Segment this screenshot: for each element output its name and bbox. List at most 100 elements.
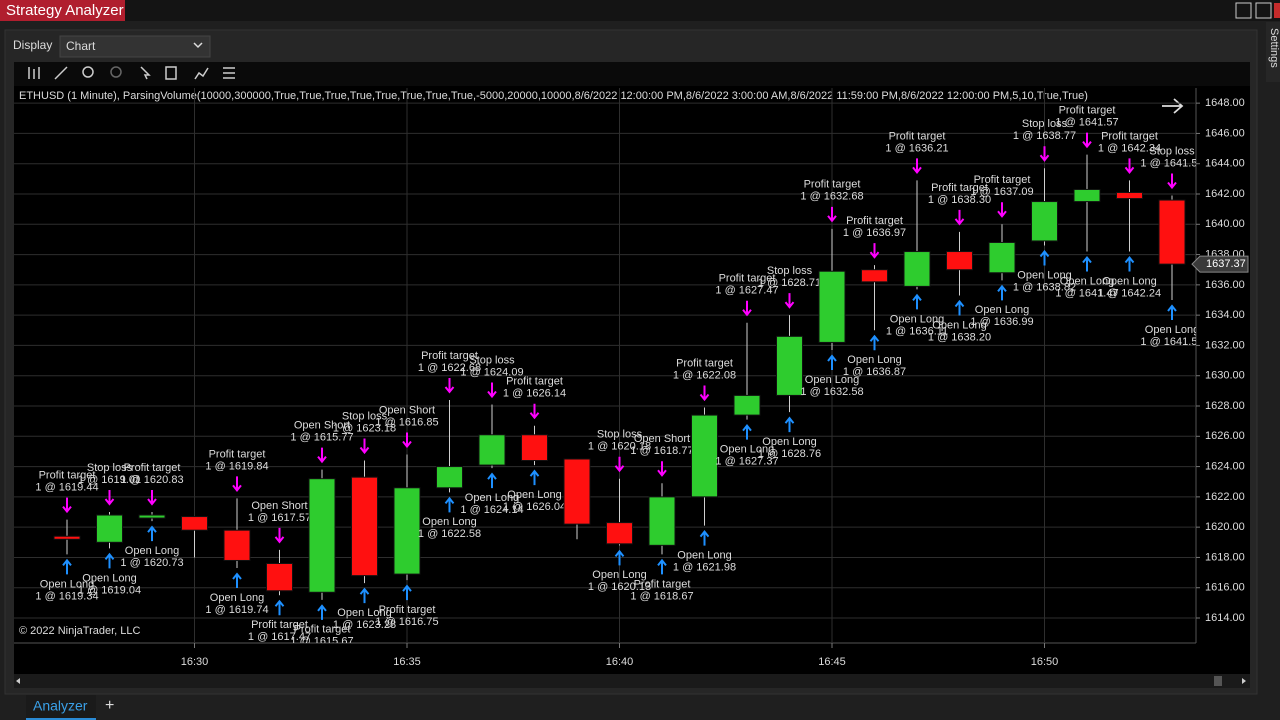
signal-arrow-down (62, 497, 72, 514)
signal-label: 1 @ 1626.14 (503, 388, 566, 400)
signal-label: Open Long (465, 492, 519, 504)
candle-body (1073, 188, 1101, 203)
signal-label: 1 @ 1615.67 (290, 636, 353, 648)
signal-arrow-up (274, 599, 285, 616)
signal-label: 1 @ 1627.47 (715, 285, 778, 297)
signal-label: 1 @ 1618.77 (630, 445, 693, 457)
signal-label: 1 @ 1617.57 (248, 512, 311, 524)
signal-label: Profit target (1101, 130, 1158, 142)
candle-body (733, 394, 761, 416)
navigate-arrow[interactable] (1162, 98, 1184, 114)
signal-arrow-down (954, 209, 965, 226)
signal-label: Profit target (804, 179, 861, 191)
signal-label: Stop loss (597, 429, 643, 441)
scrollbar[interactable] (14, 674, 1250, 688)
candle-body (478, 434, 506, 466)
signal-arrow-up (232, 572, 242, 589)
signal-label: 1 @ 1616.75 (375, 616, 438, 628)
signal-label: Open Long (507, 489, 561, 501)
side-tab[interactable] (1266, 22, 1280, 82)
candle-body (691, 414, 718, 498)
signal-label: Open Long (762, 436, 816, 448)
signal-label: 1 @ 1641.52 (1140, 157, 1203, 169)
window-title: Strategy Analyzer (6, 2, 124, 19)
signal-label: 1 @ 1636.11 (886, 325, 948, 337)
signal-arrow-up (827, 354, 837, 370)
scroll-thumb[interactable] (1214, 676, 1222, 686)
y-tick-label: 1642.00 (1205, 188, 1245, 200)
y-tick-label: 1648.00 (1205, 97, 1245, 109)
signal-label: Profit target (506, 376, 563, 388)
signal-label: Open Long (932, 319, 986, 331)
candle-body (521, 434, 548, 462)
signal-label: Open Long (890, 313, 944, 325)
signal-arrow-up (487, 472, 497, 489)
y-tick-label: 1640.00 (1205, 218, 1245, 230)
signal-label: Open Long (337, 607, 391, 619)
signal-arrow-down (742, 300, 752, 317)
signal-label: 1 @ 1641.57 (1140, 336, 1203, 348)
signal-label: 1 @ 1619.44 (35, 481, 98, 493)
signal-arrow-down (529, 403, 540, 420)
signal-label: 1 @ 1638.82 (1013, 281, 1076, 293)
signal-label: 1 @ 1624.14 (460, 504, 523, 516)
toolbar-icons[interactable] (28, 66, 235, 80)
signal-label: Open Long (422, 516, 476, 528)
signal-arrow-down (1167, 173, 1177, 190)
minimize-button[interactable] (1235, 2, 1252, 19)
close-button[interactable] (1274, 3, 1280, 18)
signal-arrow-up (657, 558, 667, 575)
signal-label: 1 @ 1617.47 (248, 631, 311, 643)
signal-label: Open Long (592, 569, 646, 581)
signal-label: Stop loss (767, 265, 813, 277)
y-tick-label: 1624.00 (1205, 460, 1245, 472)
select-chevron (193, 42, 203, 49)
signal-label: Profit target (379, 604, 436, 616)
x-tick-label: 16:35 (393, 656, 421, 668)
maximize-button[interactable] (1255, 2, 1272, 19)
signal-arrow-down (699, 385, 710, 402)
signal-label: Profit target (209, 448, 266, 460)
y-tick-label: 1616.00 (1205, 582, 1245, 594)
x-tick-label: 16:40 (606, 656, 634, 668)
display-value: Chart (66, 39, 96, 53)
signal-arrow-down (317, 447, 327, 464)
candle-body (53, 535, 81, 540)
signal-label: Profit target (1059, 105, 1116, 117)
signal-label: Profit target (294, 624, 351, 636)
signal-label: 1 @ 1628.76 (758, 448, 821, 460)
signal-label: 1 @ 1642.34 (1098, 142, 1161, 154)
candle-body (1158, 199, 1186, 265)
candle-body (223, 529, 251, 561)
add-tab[interactable]: + (105, 697, 114, 714)
price-marker-label: 1637.37 (1206, 258, 1246, 270)
display-label: Display (13, 38, 52, 52)
signal-label: Stop loss (469, 354, 515, 366)
signal-label: Open Long (210, 592, 264, 604)
signal-label: 1 @ 1623.28 (333, 619, 396, 631)
signal-label: 1 @ 1620.83 (120, 474, 183, 486)
signal-label: Profit target (846, 215, 903, 227)
y-tick-label: 1644.00 (1205, 158, 1245, 170)
y-tick-label: 1636.00 (1205, 279, 1245, 291)
signal-label: Profit target (676, 357, 733, 369)
signal-label: Stop loss (342, 410, 388, 422)
signal-label: 1 @ 1628.71 (758, 277, 821, 289)
signal-label: 1 @ 1636.87 (843, 366, 906, 378)
signal-label: Profit target (634, 578, 691, 590)
candle-body (988, 241, 1016, 274)
signal-label: 1 @ 1632.58 (800, 386, 863, 398)
signal-label: 1 @ 1621.98 (673, 562, 736, 574)
signal-label: Stop loss (87, 462, 133, 474)
candle-body (436, 466, 463, 489)
candle-body (266, 562, 293, 592)
signal-label: 1 @ 1619.01 (78, 474, 141, 486)
bottom-tab[interactable] (26, 695, 96, 720)
signal-label: 1 @ 1619.04 (78, 584, 141, 596)
candle-body (308, 478, 336, 593)
signal-arrow-down (912, 158, 922, 174)
display-select[interactable] (59, 35, 211, 58)
signal-arrow-up (147, 525, 157, 542)
